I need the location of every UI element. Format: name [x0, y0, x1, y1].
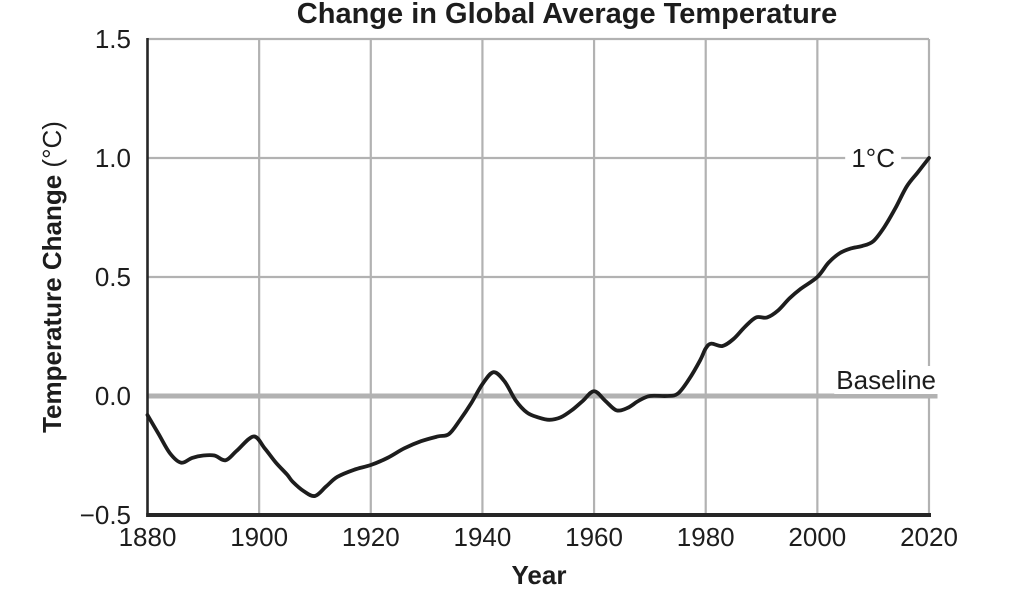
- x-tick-label: 1980: [676, 522, 735, 552]
- y-tick-label: 0.0: [94, 381, 131, 411]
- y-tick-label: 1.5: [94, 24, 131, 54]
- x-axis-title: Year: [511, 560, 567, 590]
- chart-title: Change in Global Average Temperature: [296, 0, 838, 30]
- x-tick-label: 1960: [565, 522, 623, 552]
- x-tick-label: 1920: [341, 522, 400, 552]
- y-tick-label: −0.5: [79, 500, 131, 530]
- x-tick-label: 1900: [230, 522, 289, 552]
- temperature-line: [145, 156, 931, 498]
- y-tick-label: 1.0: [94, 143, 131, 173]
- y-tick-label: 0.5: [94, 262, 131, 292]
- x-tick-label: 1940: [453, 522, 512, 552]
- x-tick-label: 2020: [900, 522, 958, 552]
- annotation-baseline: Baseline: [834, 365, 938, 395]
- x-tick-label: 1880: [118, 522, 177, 552]
- annotation-1c: 1°C: [845, 144, 901, 172]
- x-tick-label: 2000: [788, 522, 847, 552]
